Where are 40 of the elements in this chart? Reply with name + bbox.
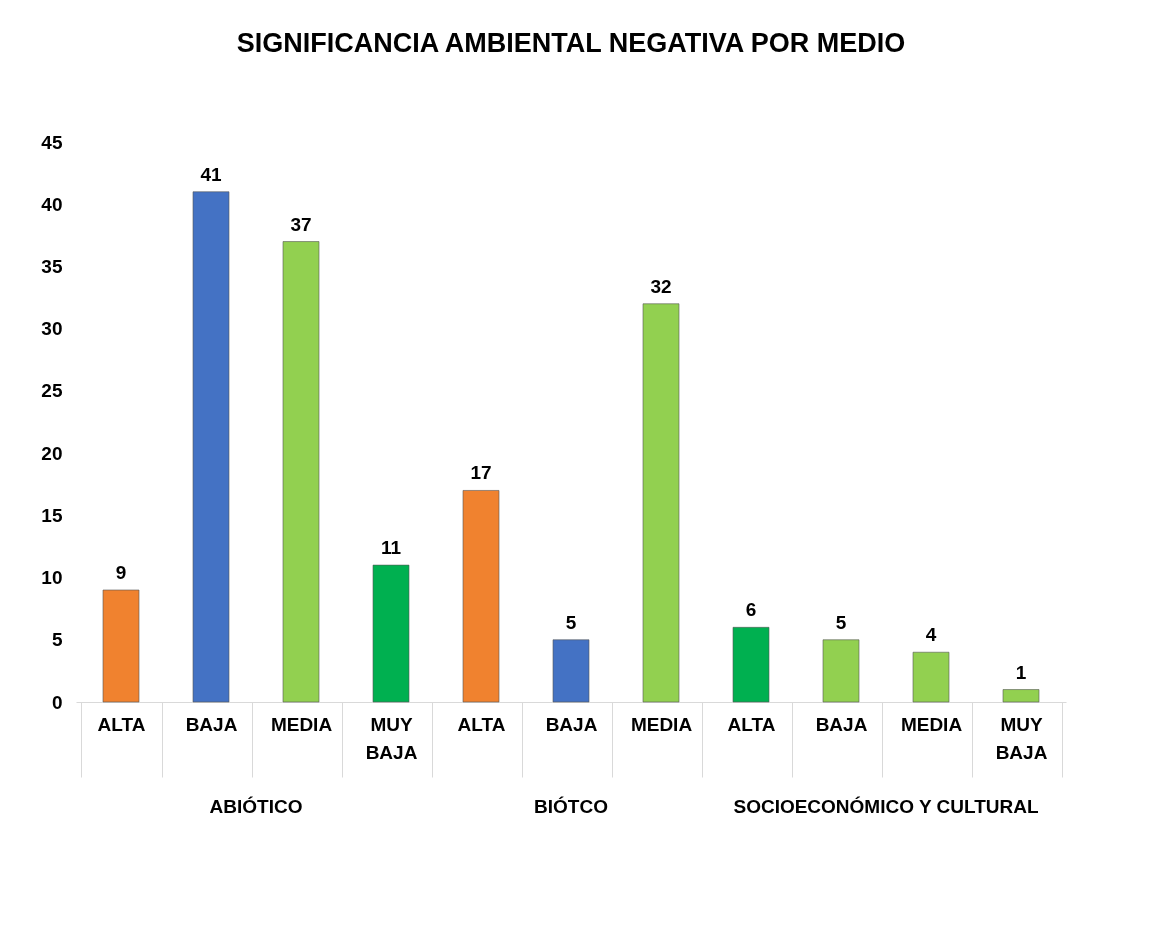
x-tick-label: MEDIA <box>900 713 963 735</box>
x-tick-label: ALTA <box>97 713 146 735</box>
data-label: 9 <box>115 562 127 583</box>
y-tick-label: 5 <box>51 629 63 651</box>
x-tick-label: MUY BAJA <box>365 713 418 763</box>
data-label: 37 <box>290 213 312 235</box>
x-tick-label: BAJA <box>185 713 238 735</box>
text: SOCIOECONÓMICO Y CULTURAL <box>733 796 1039 817</box>
x-tick-label: ALTA <box>457 713 506 735</box>
x-tick-label: MEDIA <box>270 713 333 735</box>
data-label: 4 <box>925 624 937 646</box>
y-tick-label: 40 <box>41 193 63 215</box>
data-label: 5 <box>565 611 577 633</box>
data-label: 41 <box>200 163 222 185</box>
x-tick-label: MEDIA <box>630 713 693 735</box>
y-tick-label: 45 <box>41 131 63 153</box>
bar <box>1002 689 1040 703</box>
bar <box>372 564 410 703</box>
y-tick-label: 10 <box>41 567 63 589</box>
x-tick-label: MUY BAJA <box>995 713 1048 763</box>
data-label: 6 <box>745 599 757 621</box>
data-label: 5 <box>835 611 847 633</box>
x-tick-label: ALTA <box>727 713 776 735</box>
y-tick-label: 30 <box>41 318 63 340</box>
y-tick-label: 20 <box>41 442 63 464</box>
text: BIÓTCO <box>534 796 608 817</box>
data-label: 11 <box>380 537 402 559</box>
y-tick-label: 0 <box>51 691 63 713</box>
x-tick-label: BAJA <box>815 713 868 735</box>
y-tick-label: 35 <box>41 255 63 277</box>
chart-title: SIGNIFICANCIA AMBIENTAL NEGATIVA POR MEDIO <box>236 28 906 58</box>
bar <box>822 639 860 703</box>
data-label: 32 <box>650 275 672 297</box>
text: ABIÓTICO <box>209 796 303 817</box>
y-tick-label: 15 <box>41 504 63 526</box>
x-tick-label: BAJA <box>545 713 598 735</box>
bar <box>912 651 950 703</box>
data-label: 17 <box>470 462 492 484</box>
data-label: 1 <box>1015 661 1027 683</box>
y-tick-label: 25 <box>41 380 63 402</box>
